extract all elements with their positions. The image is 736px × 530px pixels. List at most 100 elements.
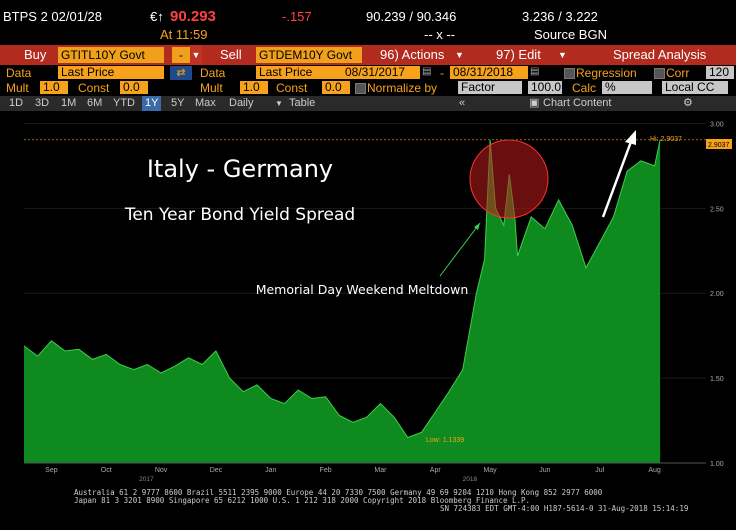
chart-content-icon[interactable]: ▣ (529, 97, 540, 109)
x-tick-label: Mar (374, 467, 387, 474)
x-tick-label: Dec (210, 467, 223, 474)
trend-arrow-icon (625, 130, 636, 145)
year-label: 2017 (139, 476, 154, 483)
y-tick-label: 2.00 (710, 291, 724, 298)
tab-ytd[interactable]: YTD (113, 97, 135, 109)
x-tick-label: May (483, 467, 497, 474)
chart-subtitle: Ten Year Bond Yield Spread (124, 205, 355, 225)
tab-3d[interactable]: 3D (35, 97, 50, 109)
x-tick-label: Oct (101, 467, 112, 474)
currency-arrow: €↑ (150, 9, 164, 24)
start-date-input[interactable]: 08/31/2017 (342, 66, 420, 79)
normalize-checkbox[interactable] (355, 83, 366, 94)
period-tabs: 1D 3D 1M 6M YTD 1Y 5Y Max Daily ▼ Table … (0, 96, 736, 111)
period-dropdown[interactable]: Daily (229, 97, 254, 109)
regression-checkbox[interactable] (564, 68, 575, 79)
x-tick-label: Jul (595, 467, 604, 474)
bid-ask: 90.239 / 90.346 (366, 9, 457, 24)
edit-menu[interactable]: 97) Edit (496, 47, 541, 62)
y-tick-label: 2.50 (710, 206, 724, 213)
tab-1m[interactable]: 1M (61, 97, 77, 109)
annotation-text: Memorial Day Weekend Meltdown (256, 282, 469, 297)
actions-menu[interactable]: 96) Actions (380, 47, 445, 62)
trend-arrow-line (601, 138, 634, 218)
data-field-2[interactable]: Last Price (256, 66, 342, 79)
x-tick-label: Jun (539, 467, 550, 474)
spread-chart: 3.00 2.50 2.00 1.50 1.00 Sep Oct Nov Dec Jan Feb M… (23, 115, 732, 483)
tab-1d[interactable]: 1D (9, 97, 24, 109)
calc-label: Calc (572, 81, 597, 95)
currency-dropdown[interactable]: Local CC (662, 81, 728, 94)
collapse-icon[interactable]: « (459, 97, 466, 109)
sell-security-input[interactable]: GTDEM10Y Govt (256, 47, 362, 63)
x-tick-label: Jan (265, 467, 276, 474)
calc-dropdown[interactable]: % (602, 81, 652, 94)
start-calendar-icon[interactable]: ▤ (422, 66, 432, 77)
operator-dropdown-icon[interactable]: ▼ (190, 45, 202, 65)
low-label: Low: 1.1339 (426, 437, 464, 444)
yield-bid-ask: 3.236 / 3.222 (522, 9, 598, 24)
chart-content-button[interactable]: Chart Content (543, 97, 612, 109)
data-label-2: Data (200, 66, 226, 80)
last-price: 90.293 (170, 8, 216, 25)
y-axis-ticks: 3.00 2.50 2.00 1.50 1.00 (710, 121, 724, 468)
buy-security-input[interactable]: GTITL10Y Govt (58, 47, 164, 63)
high-label: Hi: 2.9037 (650, 136, 682, 143)
y-tick-label: 1.00 (710, 461, 724, 468)
normalize-label: Normalize by (367, 81, 438, 95)
x-tick-label: Nov (155, 467, 168, 474)
x-tick-label: Feb (320, 467, 332, 474)
corr-window-input[interactable]: 120 (706, 66, 734, 79)
tab-max[interactable]: Max (195, 97, 216, 109)
tab-5y[interactable]: 5Y (171, 97, 185, 109)
corr-checkbox[interactable] (654, 68, 665, 79)
footer-line-3: SN 724383 EDT GMT-4:00 H187-5614-0 31-Au… (440, 504, 689, 513)
footer-line-2: Japan 81 3 3201 8900 Singapore 65 6212 1… (74, 496, 531, 505)
chart-title: Italy - Germany (147, 155, 333, 183)
const-label-2: Const (276, 81, 308, 95)
x-tick-label: Sep (45, 467, 58, 474)
corr-label: Corr (666, 66, 690, 80)
mult-label-2: Mult (200, 81, 223, 95)
end-calendar-icon[interactable]: ▤ (530, 66, 540, 77)
spread-line (23, 139, 661, 439)
end-date-input[interactable]: 08/31/2018 (450, 66, 528, 79)
data-field-1[interactable]: Last Price (58, 66, 164, 79)
quote-time: At 11:59 (160, 27, 208, 42)
quote-header: BTPS 2 02/01/28 €↑ 90.293 -.157 90.239 /… (0, 0, 736, 44)
const-input-1[interactable]: 0.0 (120, 81, 148, 94)
annotation-arrow-icon (474, 223, 480, 230)
x-tick-label: Apr (430, 467, 442, 474)
date-dash: - (440, 66, 444, 80)
swap-icon[interactable]: ⇄ (170, 66, 192, 80)
y-tick-label: 1.50 (710, 376, 724, 383)
minus-operator[interactable]: - (172, 47, 190, 63)
mult-settings-row: Mult 1.0 Const 0.0 Mult 1.0 Const 0.0 No… (0, 81, 736, 96)
buy-label: Buy (24, 47, 47, 62)
quote-size: -- x -- (424, 27, 456, 42)
mult-input-2[interactable]: 1.0 (240, 81, 268, 94)
spread-toolbar: Buy GTITL10Y Govt - ▼ Sell GTDEM10Y Govt… (0, 45, 736, 65)
footer: Australia 61 2 9777 8600 Brazil 5511 239… (0, 484, 736, 530)
table-toggle[interactable]: Table (289, 97, 316, 109)
price-source: Source BGN (534, 27, 607, 42)
edit-chevron-icon[interactable]: ▼ (558, 50, 567, 60)
sell-label: Sell (220, 47, 242, 62)
price-change: -.157 (282, 9, 312, 24)
period-chevron-icon[interactable]: ▼ (275, 99, 283, 108)
spread-analysis-title: Spread Analysis (613, 47, 707, 62)
ticker: BTPS 2 02/01/28 (3, 9, 103, 24)
tab-6m[interactable]: 6M (87, 97, 103, 109)
const-label-1: Const (78, 81, 110, 95)
factor-input[interactable]: 100.0 (528, 81, 562, 94)
last-value-badge (706, 139, 732, 149)
year-label: 2018 (463, 476, 478, 483)
mult-input-1[interactable]: 1.0 (40, 81, 68, 94)
tab-1y[interactable]: 1Y (142, 96, 162, 111)
settings-gear-icon[interactable]: ⚙ (683, 97, 693, 109)
highlight-circle (469, 139, 549, 219)
actions-chevron-icon[interactable]: ▼ (455, 50, 464, 60)
const-input-2[interactable]: 0.0 (322, 81, 350, 94)
normalize-dropdown[interactable]: Factor (458, 81, 522, 94)
x-tick-label: Aug (648, 467, 661, 474)
